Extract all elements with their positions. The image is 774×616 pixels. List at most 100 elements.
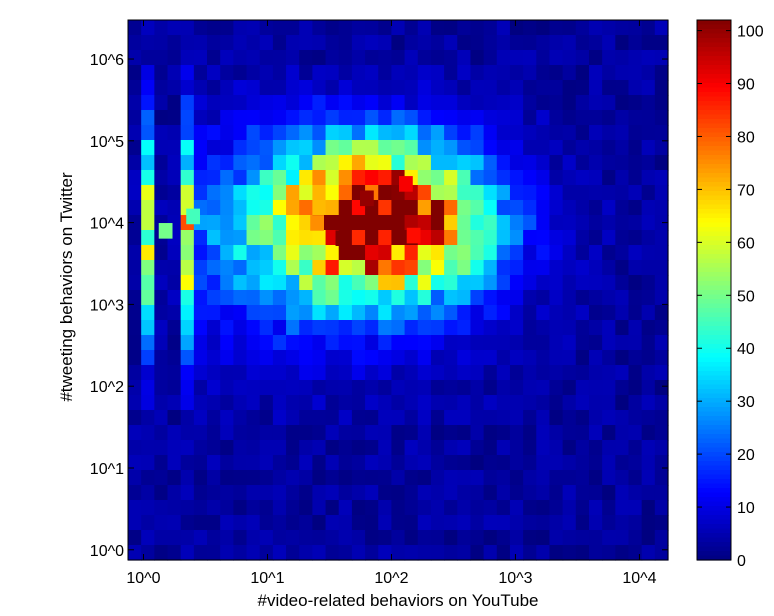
heatmap-cell (312, 125, 327, 141)
heatmap-cell (325, 425, 340, 441)
heatmap-cell (180, 455, 195, 471)
heatmap-cell (457, 140, 472, 156)
heatmap-cell (272, 140, 287, 156)
heatmap-cell (246, 365, 261, 381)
heatmap-cell (523, 365, 537, 381)
heatmap-cell (365, 515, 379, 531)
heatmap-cell (299, 230, 313, 246)
heatmap-cell (628, 35, 643, 51)
heatmap-cell (523, 215, 537, 231)
heatmap-cell (654, 140, 669, 156)
heatmap-cell (272, 305, 287, 321)
colorbar-segment (697, 470, 731, 476)
heatmap-cell (154, 395, 169, 411)
heatmap-cell (588, 365, 603, 381)
heatmap-cell (220, 80, 234, 96)
heatmap-cell (470, 110, 485, 126)
heatmap-cell (378, 335, 393, 351)
heatmap-cell (483, 170, 498, 186)
heatmap-cell (628, 320, 643, 336)
heatmap-cell (338, 245, 353, 261)
heatmap-cell (325, 50, 340, 66)
heatmap-cell (325, 200, 340, 216)
heatmap-cell (154, 545, 169, 561)
heatmap-cell (193, 260, 208, 276)
heatmap-cell (509, 335, 524, 351)
heatmap-cell (193, 515, 208, 531)
heatmap-cell (286, 140, 300, 156)
heatmap-cell (641, 440, 656, 456)
heatmap-cell (378, 500, 393, 516)
heatmap-cell (365, 260, 379, 276)
heatmap-cell (562, 65, 577, 81)
y-tick-label: 10^1 (90, 461, 124, 478)
heatmap-cell (312, 260, 327, 276)
heatmap-cell (128, 80, 142, 96)
heatmap-cell (154, 485, 169, 501)
heatmap-cell (259, 545, 274, 561)
heatmap-cell (549, 95, 564, 111)
heatmap-cell (233, 185, 248, 201)
heatmap-cell (233, 545, 248, 561)
heatmap-cell (509, 470, 524, 486)
heatmap-cell (299, 125, 313, 141)
heatmap-cell (259, 110, 274, 126)
heatmap-cell (272, 20, 287, 36)
heatmap-cell (615, 320, 630, 336)
heatmap-cell (457, 290, 472, 306)
heatmap-cell (180, 500, 195, 516)
colorbar-segment (697, 33, 731, 39)
heatmap-cell (378, 185, 393, 201)
heatmap-cell (602, 80, 616, 96)
heatmap-cell (444, 20, 458, 36)
heatmap-cell (509, 140, 524, 156)
heatmap-cell (575, 140, 590, 156)
heatmap-cell (457, 305, 472, 321)
heatmap-cell (180, 410, 195, 426)
heatmap-cell (536, 95, 551, 111)
colorbar-segment (697, 213, 731, 219)
heatmap-cell (444, 170, 458, 186)
heatmap-cell (536, 125, 551, 141)
heatmap-cell (444, 275, 458, 291)
heatmap-cell (523, 110, 537, 126)
heatmap-cell (193, 140, 208, 156)
colorbar-segment (697, 38, 731, 44)
heatmap-cell (549, 515, 564, 531)
heatmap-cell (378, 155, 393, 171)
heatmap-cell (338, 215, 353, 231)
heatmap-cell (509, 50, 524, 66)
heatmap-cell (641, 545, 656, 561)
colorbar-tick-label: 80 (737, 129, 755, 146)
heatmap-cell (325, 485, 340, 501)
colorbar-segment (697, 114, 731, 120)
heatmap-cell (299, 470, 313, 486)
heatmap-cell (286, 515, 300, 531)
heatmap-cell (509, 440, 524, 456)
heatmap-cell (575, 500, 590, 516)
heatmap-cell (259, 260, 274, 276)
heatmap-cell (207, 20, 221, 36)
heatmap-cell (351, 380, 366, 396)
heatmap-cell (536, 275, 551, 291)
heatmap-cell (496, 35, 511, 51)
colorbar-segment (697, 236, 731, 242)
heatmap-cell (246, 455, 261, 471)
heatmap-cell (641, 20, 656, 36)
heatmap-cell (154, 470, 169, 486)
heatmap-cell (259, 80, 274, 96)
heatmap-cell (602, 185, 616, 201)
heatmap-cell (628, 215, 643, 231)
heatmap-cell (338, 35, 353, 51)
heatmap-cell (286, 65, 300, 81)
heatmap-cell (470, 215, 485, 231)
heatmap-cell (154, 170, 169, 186)
heatmap-cell (141, 230, 155, 246)
heatmap-cell (430, 110, 445, 126)
heatmap-cell (444, 35, 458, 51)
colorbar-segment (697, 416, 731, 422)
heatmap-cell (417, 50, 432, 66)
heatmap-cell (575, 395, 590, 411)
heatmap-cell (562, 170, 577, 186)
heatmap-cell (391, 335, 406, 351)
